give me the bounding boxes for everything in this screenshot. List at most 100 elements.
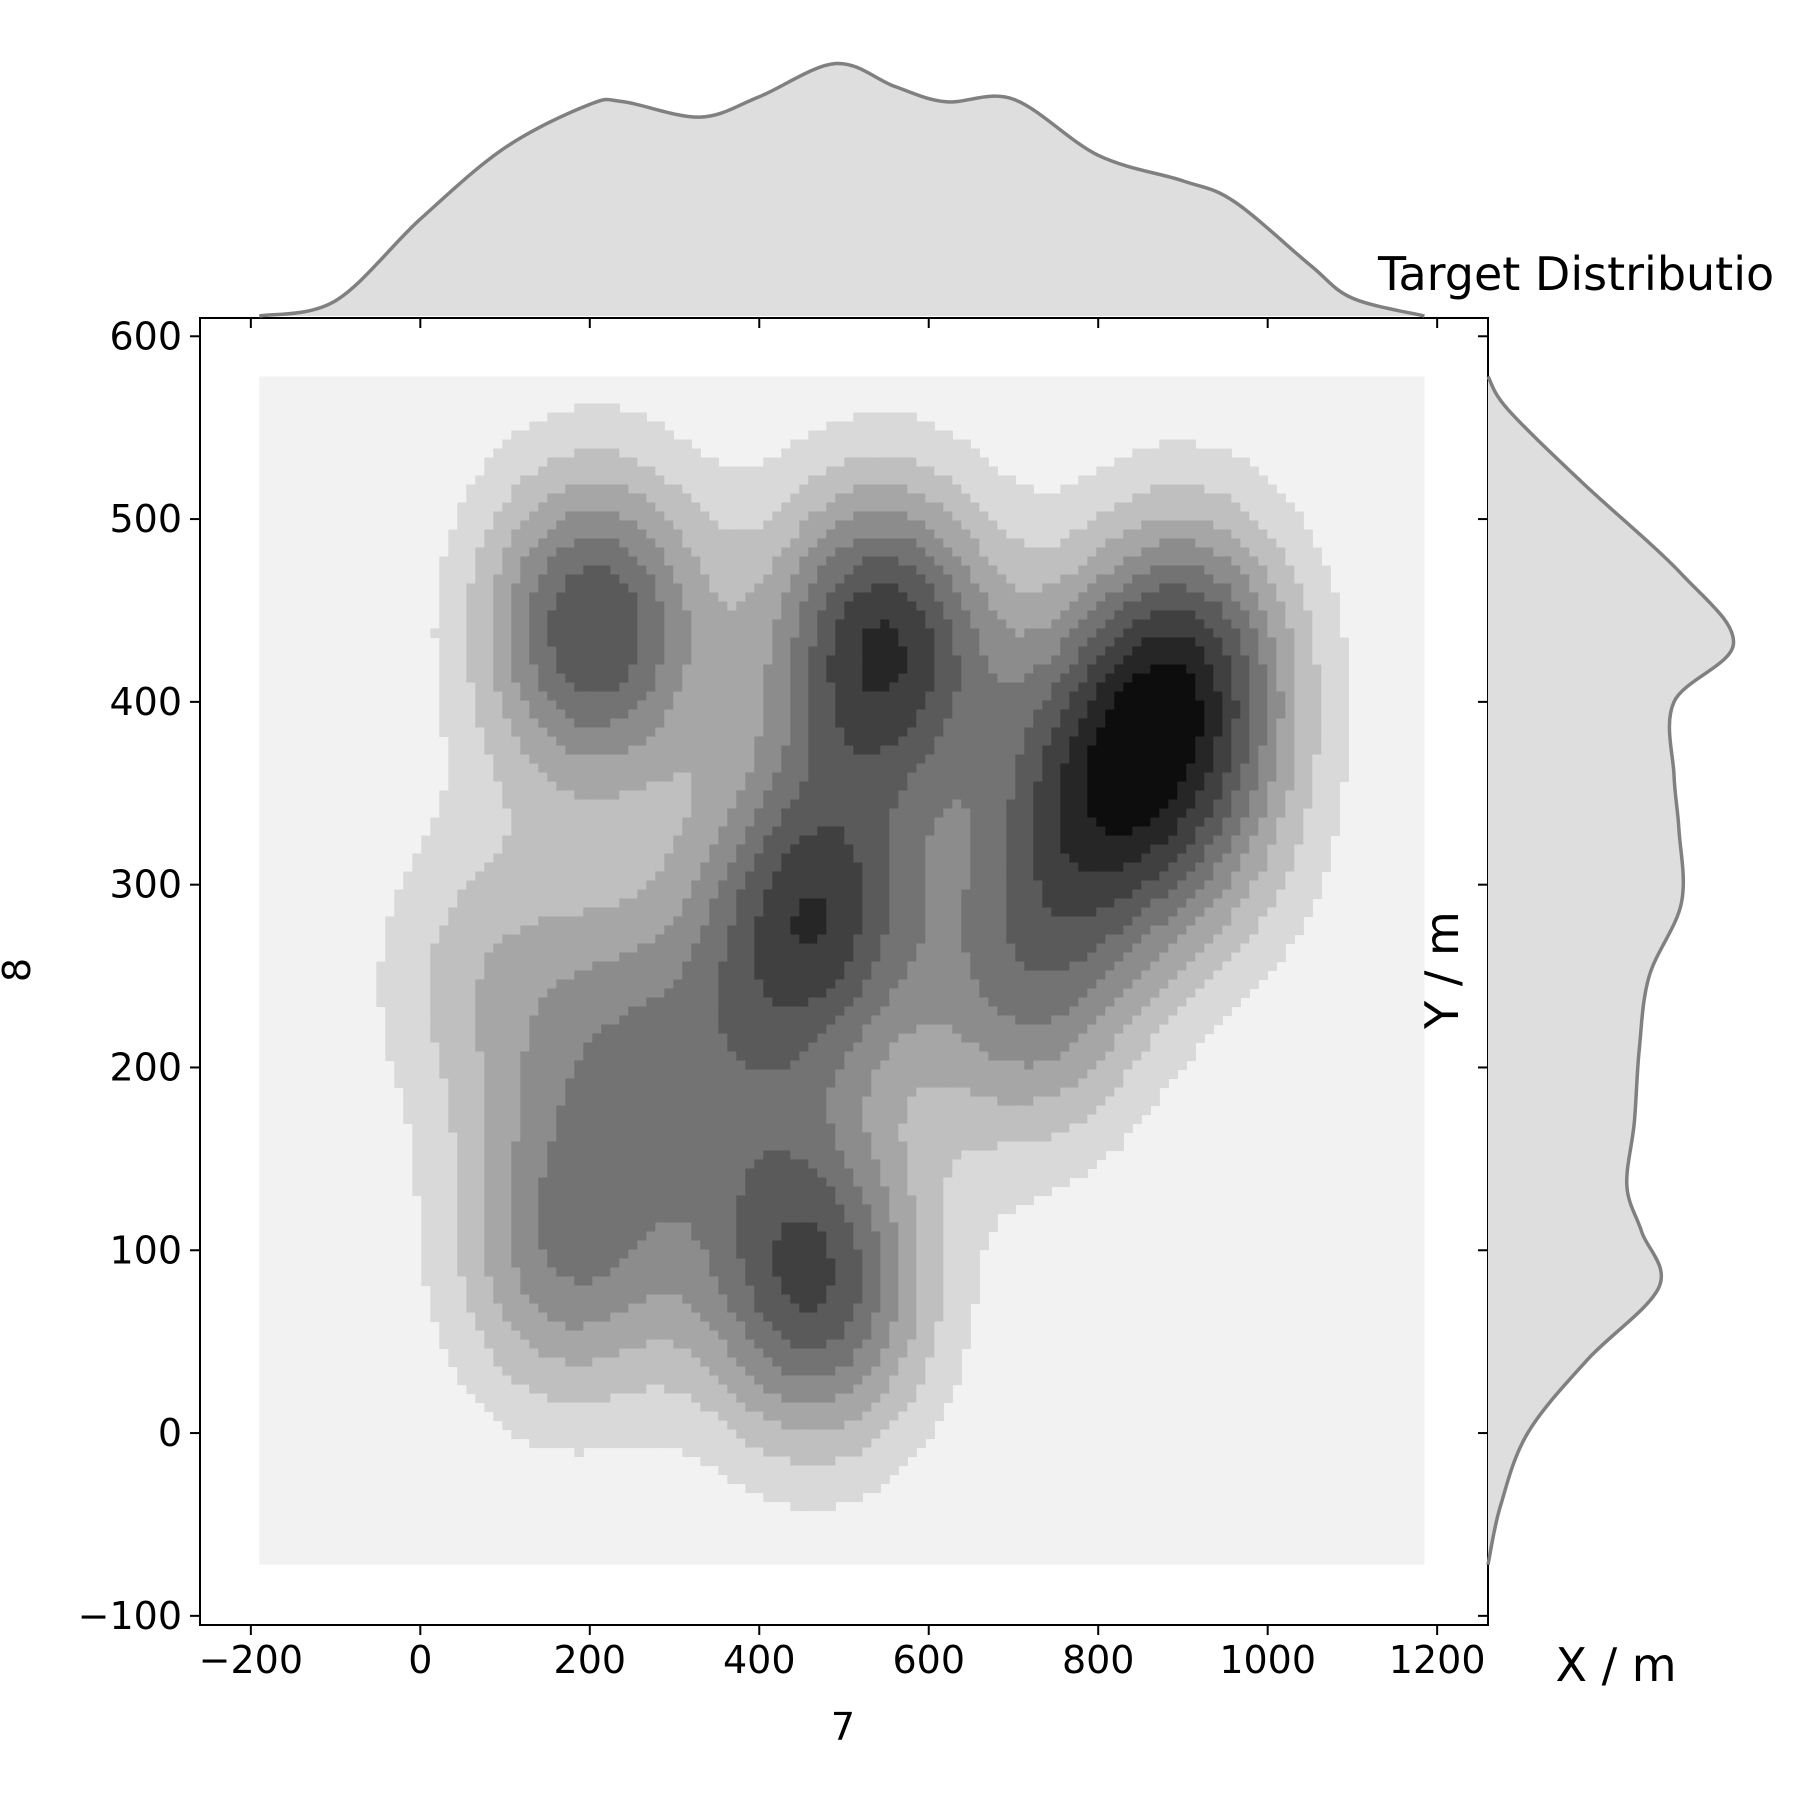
kde-contour-cell xyxy=(475,655,485,666)
kde-contour-cell xyxy=(502,862,512,873)
kde-contour-cell xyxy=(799,700,809,711)
kde-contour-cell xyxy=(718,1402,728,1413)
kde-contour-cell xyxy=(439,700,449,711)
kde-contour-cell xyxy=(799,781,809,792)
kde-contour-cell xyxy=(754,736,764,747)
kde-contour-cell xyxy=(718,1042,728,1053)
kde-contour-cell xyxy=(547,430,557,441)
kde-contour-cell xyxy=(682,646,692,657)
kde-contour-cell xyxy=(646,1096,656,1107)
kde-contour-cell xyxy=(736,916,746,927)
kde-contour-cell xyxy=(817,493,827,504)
kde-contour-cell xyxy=(376,988,386,999)
kde-contour-cell xyxy=(799,655,809,666)
kde-contour-cell xyxy=(547,1177,557,1188)
kde-contour-cell xyxy=(718,646,728,657)
kde-contour-cell xyxy=(673,1357,683,1368)
kde-contour-cell xyxy=(745,466,755,477)
kde-contour-cell xyxy=(484,664,494,675)
kde-contour-cell xyxy=(556,610,566,621)
kde-contour-cell xyxy=(592,403,602,414)
kde-contour-cell xyxy=(682,1051,692,1062)
kde-contour-cell xyxy=(700,619,710,630)
kde-contour-cell xyxy=(448,1096,458,1107)
kde-contour-cell xyxy=(511,1222,521,1233)
kde-contour-cell xyxy=(718,1150,728,1161)
kde-contour-cell xyxy=(574,1150,584,1161)
kde-contour-cell xyxy=(538,943,548,954)
kde-contour-cell xyxy=(772,781,782,792)
kde-contour-cell xyxy=(484,1177,494,1188)
kde-contour-cell xyxy=(754,772,764,783)
kde-contour-cell xyxy=(736,1006,746,1017)
kde-contour-cell xyxy=(475,1033,485,1044)
kde-contour-cell xyxy=(745,1420,755,1431)
kde-contour-cell xyxy=(412,1186,422,1197)
kde-contour-cell xyxy=(592,916,602,927)
kde-contour-cell xyxy=(817,1006,827,1017)
kde-contour-cell xyxy=(529,1087,539,1098)
kde-contour-cell xyxy=(727,610,737,621)
kde-contour-cell xyxy=(763,1024,773,1035)
kde-contour-cell xyxy=(718,781,728,792)
kde-contour-cell xyxy=(664,637,674,648)
kde-contour-cell xyxy=(664,1420,674,1431)
kde-contour-cell xyxy=(682,853,692,864)
kde-contour-cell xyxy=(691,1150,701,1161)
kde-contour-cell xyxy=(781,1447,791,1458)
kde-contour-cell xyxy=(394,898,404,909)
kde-contour-cell xyxy=(583,484,593,495)
kde-contour-cell xyxy=(799,1483,809,1494)
kde-contour-cell xyxy=(808,1285,818,1296)
kde-contour-cell xyxy=(421,1132,431,1143)
kde-contour-cell xyxy=(529,1303,539,1314)
kde-contour-cell xyxy=(556,1114,566,1125)
kde-contour-cell xyxy=(817,853,827,864)
kde-contour-cell xyxy=(700,727,710,738)
kde-contour-cell xyxy=(547,853,557,864)
kde-contour-cell xyxy=(718,916,728,927)
kde-contour-cell xyxy=(772,952,782,963)
kde-contour-cell xyxy=(790,484,800,495)
kde-contour-cell xyxy=(376,997,386,1008)
kde-contour-cell xyxy=(763,484,773,495)
kde-contour-cell xyxy=(583,1438,593,1449)
kde-contour-cell xyxy=(421,1240,431,1251)
kde-contour-cell xyxy=(655,1114,665,1125)
kde-contour-cell xyxy=(412,988,422,999)
kde-contour-cell xyxy=(700,583,710,594)
kde-contour-cell xyxy=(763,916,773,927)
kde-contour-cell xyxy=(574,1429,584,1440)
kde-contour-cell xyxy=(601,1222,611,1233)
kde-contour-cell xyxy=(700,1150,710,1161)
kde-contour-cell xyxy=(718,1321,728,1332)
kde-contour-cell xyxy=(547,475,557,486)
kde-contour-cell xyxy=(745,790,755,801)
kde-contour-cell xyxy=(754,691,764,702)
kde-contour-cell xyxy=(808,601,818,612)
kde-contour-cell xyxy=(565,412,575,423)
kde-contour-cell xyxy=(547,1204,557,1215)
kde-contour-cell xyxy=(610,772,620,783)
kde-contour-cell xyxy=(538,1285,548,1296)
kde-contour-cell xyxy=(556,583,566,594)
kde-contour-cell xyxy=(718,1069,728,1080)
kde-contour-cell xyxy=(520,457,530,468)
kde-contour-cell xyxy=(781,1240,791,1251)
kde-contour-cell xyxy=(430,1249,440,1260)
kde-contour-cell xyxy=(565,853,575,864)
kde-contour-cell xyxy=(511,556,521,567)
kde-contour-cell xyxy=(619,1213,629,1224)
kde-contour-cell xyxy=(727,1339,737,1350)
kde-contour-cell xyxy=(799,835,809,846)
kde-contour-cell xyxy=(637,520,647,531)
kde-contour-cell xyxy=(808,1438,818,1449)
kde-contour-cell xyxy=(421,1258,431,1269)
kde-contour-cell xyxy=(763,646,773,657)
kde-contour-cell xyxy=(403,1078,413,1089)
kde-contour-cell xyxy=(574,952,584,963)
kde-contour-cell xyxy=(727,1330,737,1341)
kde-contour-cell xyxy=(592,1258,602,1269)
kde-contour-cell xyxy=(448,700,458,711)
kde-contour-cell xyxy=(628,493,638,504)
